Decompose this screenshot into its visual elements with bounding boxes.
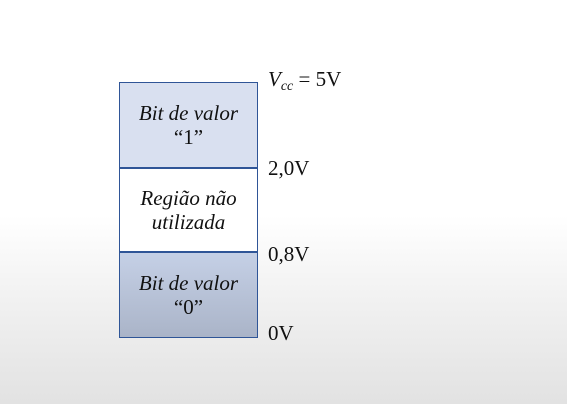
region-bit-1: Bit de valor “1” <box>120 83 257 169</box>
vcc-subscript: cc <box>280 79 294 94</box>
high-threshold-label: 2,0V <box>268 156 310 180</box>
region-bit-1-title: Bit de valor <box>138 101 239 125</box>
region-unused-line1: Região não <box>140 186 237 210</box>
ground-label: 0V <box>268 321 294 345</box>
vcc-label: Vcc = 5V <box>268 67 341 99</box>
low-threshold-label: 0,8V <box>268 242 310 266</box>
region-bit-0: Bit de valor “0” <box>120 253 257 337</box>
region-bit-0-title: Bit de valor <box>138 271 239 295</box>
region-unused-line2: utilizada <box>151 210 226 234</box>
region-bit-1-value: “1” <box>173 125 204 149</box>
region-bit-0-value: “0” <box>173 295 204 319</box>
region-unused: Região não utilizada <box>120 169 257 253</box>
vcc-value: = 5V <box>293 67 342 91</box>
logic-level-diagram: Bit de valor “1” Região não utilizada Bi… <box>119 82 258 338</box>
vcc-symbol: V <box>268 67 281 91</box>
